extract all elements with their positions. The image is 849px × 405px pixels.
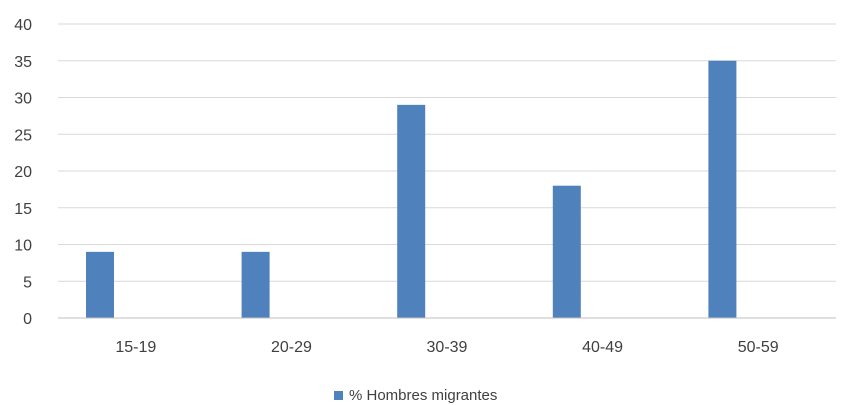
y-tick-label: 0 (23, 311, 32, 328)
y-tick-label: 30 (14, 91, 32, 108)
y-tick-label: 5 (23, 274, 32, 291)
bar-20-29 (241, 251, 270, 318)
x-tick-label: 40-49 (582, 339, 623, 356)
y-tick-label: 25 (14, 127, 32, 144)
bar-40-49 (552, 185, 581, 318)
legend-label: % Hombres migrantes (349, 387, 497, 404)
y-axis-tick-labels: 0 5 10 15 20 25 30 35 40 (14, 17, 32, 328)
x-axis-tick-labels: 15-19 20-29 30-39 40-49 50-59 (115, 339, 778, 356)
y-tick-label: 20 (14, 164, 32, 181)
y-tick-label: 15 (14, 201, 32, 218)
x-tick-label: 15-19 (115, 339, 156, 356)
bar-series (86, 60, 737, 318)
gridlines (58, 23, 836, 282)
x-tick-label: 20-29 (271, 339, 312, 356)
y-tick-label: 40 (14, 17, 32, 34)
bar-50-59 (708, 60, 737, 318)
legend: % Hombres migrantes (334, 387, 497, 404)
x-tick-label: 50-59 (738, 339, 779, 356)
y-tick-label: 10 (14, 238, 32, 255)
bar-15-19 (86, 251, 114, 318)
y-tick-label: 35 (14, 54, 32, 71)
legend-swatch (334, 391, 343, 400)
x-tick-label: 30-39 (427, 339, 468, 356)
bar-30-39 (397, 104, 426, 318)
